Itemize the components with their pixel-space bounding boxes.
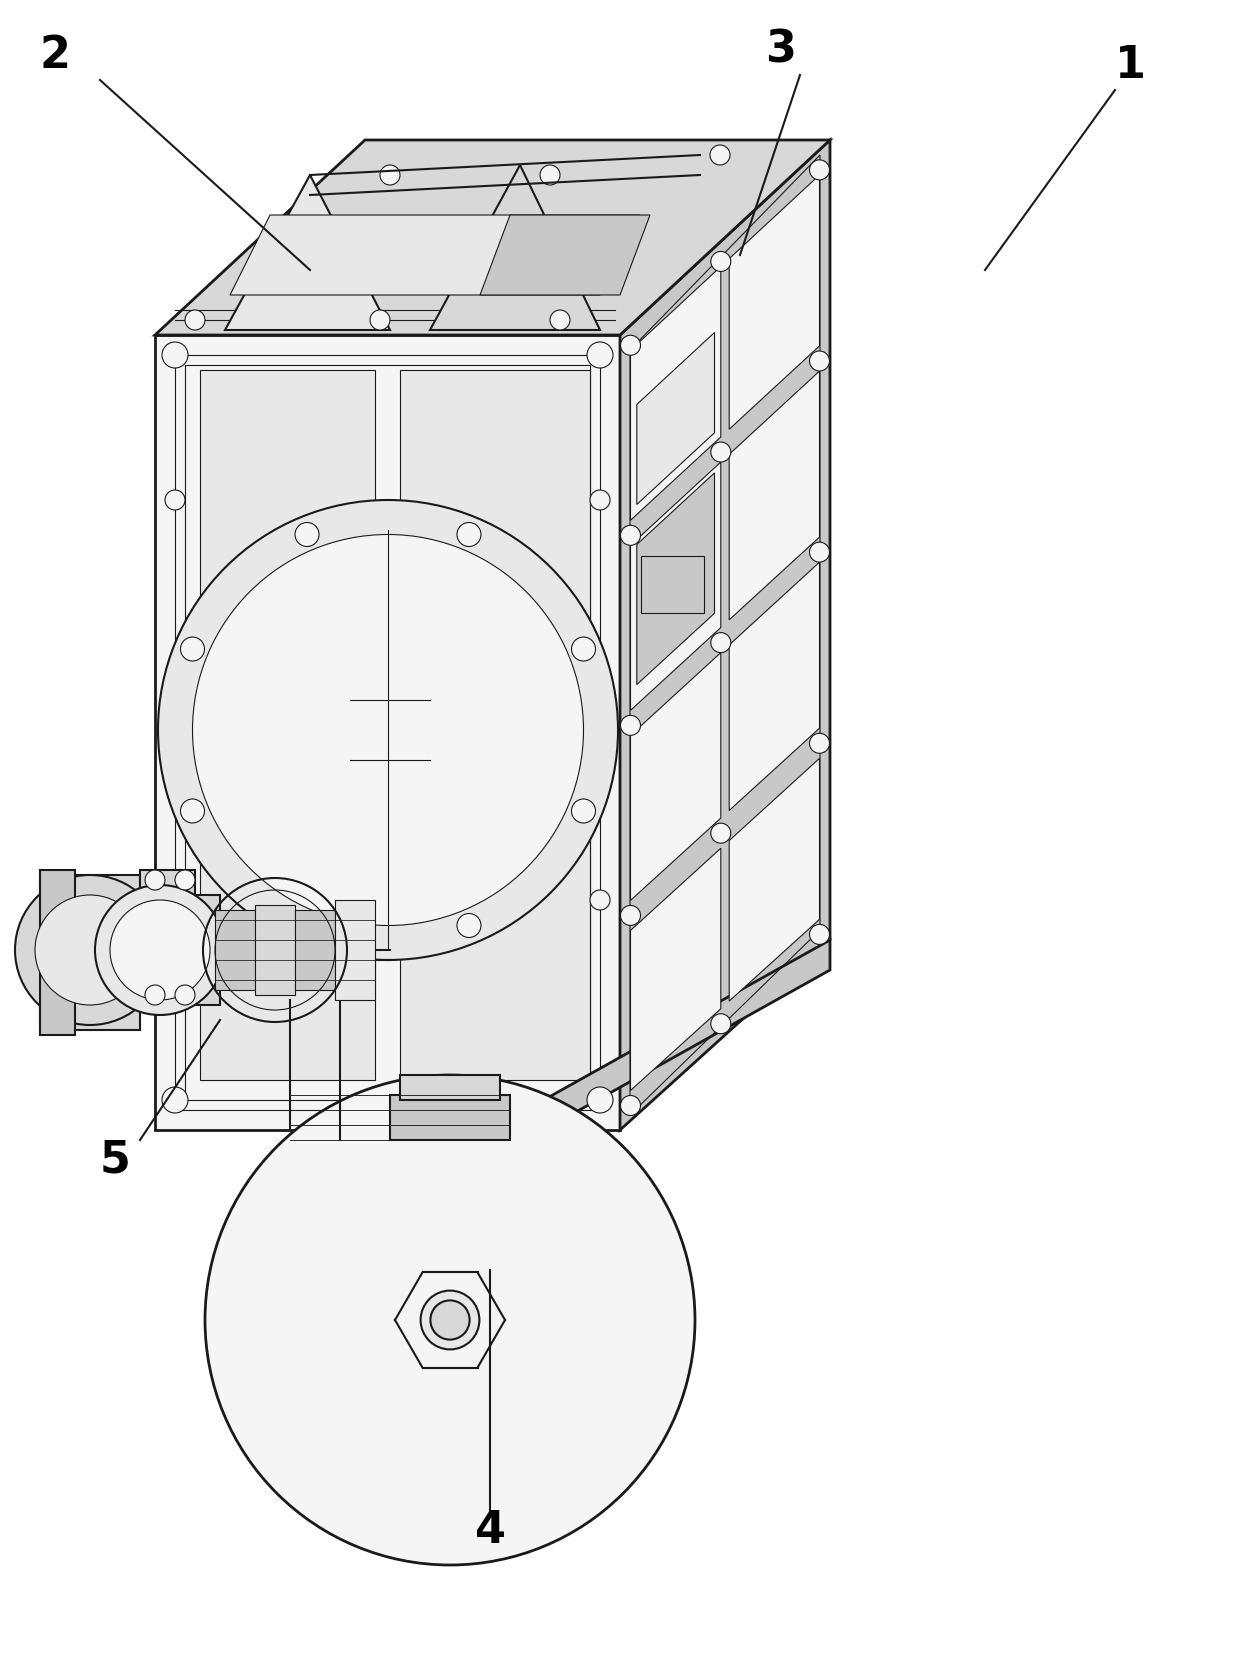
Polygon shape [637, 472, 714, 684]
Circle shape [420, 1290, 480, 1349]
Circle shape [810, 924, 830, 944]
Circle shape [165, 890, 185, 911]
Circle shape [620, 716, 641, 736]
Text: 3: 3 [765, 29, 795, 72]
Circle shape [157, 501, 618, 959]
Polygon shape [290, 685, 500, 716]
Circle shape [110, 900, 210, 1000]
Circle shape [711, 144, 730, 165]
Circle shape [587, 1087, 613, 1114]
Circle shape [810, 543, 830, 563]
Circle shape [35, 895, 145, 1005]
Circle shape [711, 1013, 730, 1033]
Circle shape [185, 311, 205, 329]
Polygon shape [630, 848, 720, 1090]
Polygon shape [229, 215, 640, 296]
Circle shape [458, 914, 481, 937]
Circle shape [620, 1095, 641, 1116]
Polygon shape [630, 462, 720, 711]
Polygon shape [140, 870, 219, 1005]
Polygon shape [200, 370, 374, 650]
Polygon shape [630, 652, 720, 900]
Circle shape [587, 343, 613, 368]
Polygon shape [200, 739, 374, 1080]
Polygon shape [401, 739, 590, 1080]
Circle shape [458, 522, 481, 546]
Circle shape [295, 522, 319, 546]
Text: 5: 5 [99, 1139, 130, 1181]
Circle shape [15, 875, 165, 1025]
Circle shape [162, 343, 188, 368]
Circle shape [711, 823, 730, 843]
Polygon shape [641, 556, 704, 613]
Circle shape [165, 491, 185, 511]
Circle shape [181, 800, 205, 823]
Polygon shape [40, 875, 140, 1030]
Circle shape [162, 1087, 188, 1114]
Circle shape [711, 442, 730, 462]
Circle shape [192, 534, 584, 926]
Polygon shape [729, 758, 820, 1001]
Polygon shape [620, 139, 830, 1131]
Polygon shape [255, 906, 295, 995]
Circle shape [810, 732, 830, 753]
Polygon shape [215, 911, 255, 990]
Polygon shape [401, 370, 590, 650]
Circle shape [175, 984, 195, 1005]
Polygon shape [729, 175, 820, 428]
Circle shape [711, 252, 730, 272]
Text: 2: 2 [40, 34, 71, 77]
Circle shape [295, 914, 319, 937]
Circle shape [551, 311, 570, 329]
Polygon shape [40, 870, 74, 1035]
Polygon shape [430, 165, 600, 329]
Circle shape [590, 491, 610, 511]
Circle shape [620, 906, 641, 926]
Polygon shape [335, 900, 374, 1000]
Polygon shape [391, 1095, 510, 1141]
Polygon shape [140, 895, 165, 1005]
Circle shape [145, 870, 165, 890]
Circle shape [370, 311, 391, 329]
Polygon shape [155, 139, 830, 334]
Circle shape [572, 637, 595, 660]
Polygon shape [637, 333, 714, 504]
Circle shape [95, 885, 224, 1015]
Polygon shape [155, 334, 620, 1131]
Circle shape [145, 984, 165, 1005]
Polygon shape [729, 563, 820, 810]
Text: 1: 1 [1115, 44, 1146, 86]
Circle shape [590, 890, 610, 911]
Polygon shape [295, 911, 335, 990]
Circle shape [181, 637, 205, 660]
Polygon shape [630, 267, 720, 521]
Circle shape [175, 870, 195, 890]
Polygon shape [401, 1075, 500, 1100]
Circle shape [810, 351, 830, 371]
Text: 4: 4 [475, 1509, 506, 1552]
Circle shape [620, 336, 641, 354]
Polygon shape [490, 941, 830, 1159]
Circle shape [810, 160, 830, 180]
Circle shape [711, 633, 730, 652]
Circle shape [379, 165, 401, 185]
Circle shape [572, 800, 595, 823]
Polygon shape [729, 371, 820, 620]
Circle shape [205, 1075, 694, 1566]
Circle shape [620, 526, 641, 546]
Polygon shape [480, 215, 650, 296]
Circle shape [539, 165, 560, 185]
Circle shape [430, 1300, 470, 1339]
Polygon shape [224, 175, 391, 329]
